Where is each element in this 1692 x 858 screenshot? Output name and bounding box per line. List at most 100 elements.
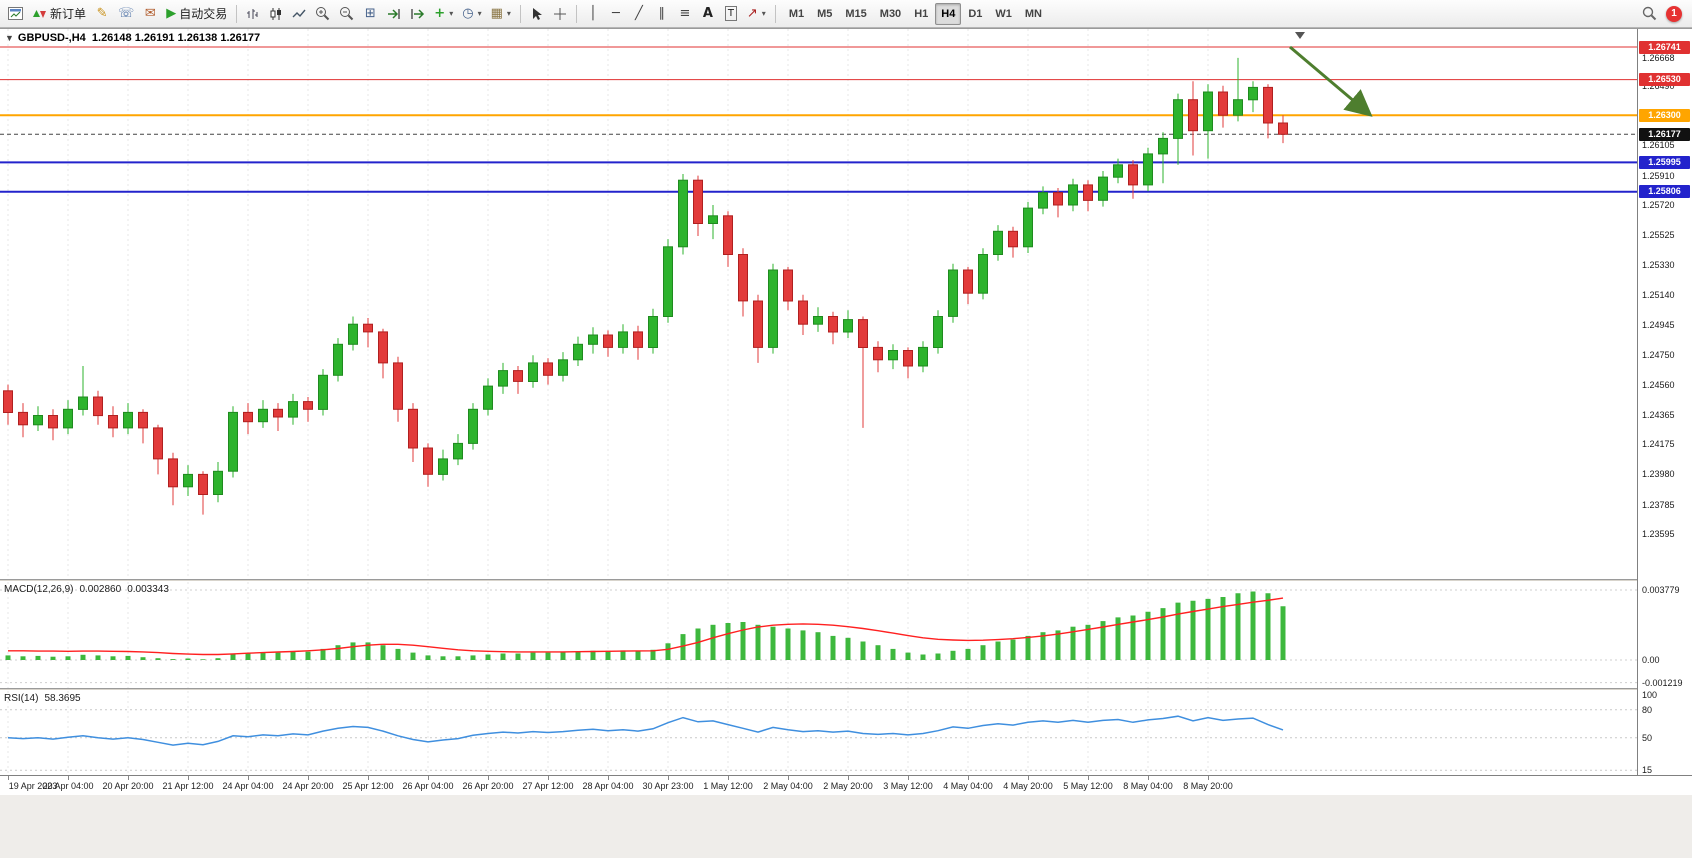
price-line-label-1.26530: 1.26530 bbox=[1639, 73, 1690, 87]
time-tick bbox=[368, 776, 369, 780]
price-tick: 1.25330 bbox=[1642, 260, 1675, 271]
edit-button[interactable]: ✎ bbox=[91, 3, 113, 25]
template-icon: ▦ bbox=[490, 6, 503, 21]
price-tick: 1.23980 bbox=[1642, 469, 1675, 480]
trendline-icon: ╱ bbox=[634, 6, 643, 21]
timeframe-button-h4[interactable]: H4 bbox=[935, 2, 962, 25]
indicators-plus-icon: + bbox=[434, 6, 446, 21]
crosshair-button[interactable] bbox=[549, 3, 571, 25]
time-label: 20 Apr 04:00 bbox=[42, 781, 94, 791]
time-axis[interactable]: 19 Apr 2023 20 Apr 04:00 20 Apr 20:00 21 Ap… bbox=[0, 775, 1692, 795]
time-label: 3 May 12:00 bbox=[883, 781, 933, 791]
trend-arrow[interactable] bbox=[1289, 45, 1373, 117]
price-tick: 1.24945 bbox=[1642, 320, 1675, 330]
price-tick: 1.25525 bbox=[1642, 230, 1675, 241]
time-tick bbox=[728, 776, 729, 780]
tile-windows-icon: ⊞ bbox=[364, 6, 376, 21]
bar-chart-button[interactable] bbox=[242, 3, 264, 25]
time-tick bbox=[668, 776, 669, 780]
rsi-axis-label: 50 bbox=[1642, 732, 1653, 743]
chevron-down-icon: ▾ bbox=[477, 9, 482, 18]
periods-button[interactable]: ◷ ▾ bbox=[458, 3, 485, 25]
horizontal-line-button[interactable]: ─ bbox=[605, 3, 627, 25]
time-tick bbox=[128, 776, 129, 780]
channel-button[interactable]: ∥ bbox=[651, 3, 673, 25]
timeframe-button-m15[interactable]: M15 bbox=[839, 3, 872, 25]
zoom-out-button[interactable] bbox=[335, 3, 358, 25]
one-click-trading-toggle[interactable]: ▼ bbox=[5, 33, 14, 43]
chart-shift-button[interactable] bbox=[406, 3, 429, 25]
macd-panel[interactable]: MACD(12,26,9) 0.002860 0.003343 bbox=[0, 582, 1637, 688]
price-axis[interactable]: 1.266681.264901.261051.259101.257201.255… bbox=[1637, 29, 1692, 775]
text-label-button[interactable]: T bbox=[720, 3, 742, 25]
time-tick bbox=[548, 776, 549, 780]
new-chart-icon bbox=[8, 7, 23, 20]
rsi-axis-label: 15 bbox=[1642, 765, 1653, 776]
text-icon: A bbox=[702, 6, 713, 21]
line-chart-button[interactable] bbox=[288, 3, 310, 25]
time-tick bbox=[308, 776, 309, 780]
current-price-label: 1.26177 bbox=[1639, 127, 1690, 141]
price-line-label-1.25995: 1.25995 bbox=[1639, 155, 1690, 169]
notification-badge[interactable]: 1 bbox=[1666, 5, 1682, 22]
time-label: 28 Apr 04:00 bbox=[582, 781, 634, 791]
support-button[interactable]: ☏ bbox=[114, 3, 138, 25]
trendline-button[interactable]: ╱ bbox=[628, 3, 650, 25]
toolbar-right: 1 bbox=[1642, 5, 1688, 22]
text-button[interactable]: A bbox=[697, 3, 719, 25]
time-tick bbox=[488, 776, 489, 780]
main-chart-plot[interactable] bbox=[0, 29, 1637, 579]
timeframe-button-m30[interactable]: M30 bbox=[874, 3, 907, 25]
timeframe-button-mn[interactable]: MN bbox=[1019, 3, 1048, 25]
play-icon: ▶ bbox=[166, 6, 177, 21]
new-order-button[interactable]: 新订单 bbox=[28, 3, 90, 25]
cursor-icon bbox=[533, 7, 543, 20]
time-tick bbox=[1028, 776, 1029, 780]
timeframe-button-d1[interactable]: D1 bbox=[962, 3, 988, 25]
mail-button[interactable]: ✉ bbox=[139, 3, 161, 25]
toolbar-separator bbox=[774, 4, 776, 23]
cursor-button[interactable] bbox=[526, 3, 548, 25]
templates-button[interactable]: ▦ ▾ bbox=[487, 3, 515, 25]
panel-separator[interactable] bbox=[0, 579, 1692, 582]
new-order-icon bbox=[33, 9, 46, 18]
time-tick bbox=[428, 776, 429, 780]
vertical-line-button[interactable]: │ bbox=[582, 3, 604, 25]
autotrading-label: 自动交易 bbox=[179, 7, 228, 21]
rsi-axis-label: 80 bbox=[1642, 704, 1653, 715]
zoom-in-button[interactable] bbox=[311, 3, 334, 25]
arrows-button[interactable]: ↗ ▾ bbox=[743, 3, 770, 25]
candlestick-chart-button[interactable] bbox=[265, 3, 287, 25]
toolbar-separator bbox=[236, 4, 238, 23]
tile-windows-button[interactable]: ⊞ bbox=[359, 3, 381, 25]
chart-window: ▼ GBPUSD-,H4 1.26148 1.26191 1.26138 1.26… bbox=[0, 28, 1692, 795]
rsi-label: RSI(14) 58.3695 bbox=[4, 693, 87, 704]
timeframe-button-w1[interactable]: W1 bbox=[989, 3, 1018, 25]
rsi-panel[interactable]: RSI(14) 58.3695 bbox=[0, 691, 1637, 775]
time-tick bbox=[248, 776, 249, 780]
timeframe-button-m1[interactable]: M1 bbox=[783, 3, 810, 25]
fibonacci-button[interactable]: ≡ bbox=[674, 3, 696, 25]
time-label: 26 Apr 04:00 bbox=[402, 781, 454, 791]
new-chart-button[interactable] bbox=[4, 3, 27, 25]
chevron-down-icon: ▾ bbox=[506, 9, 511, 18]
search-icon[interactable] bbox=[1642, 6, 1657, 21]
rsi-line bbox=[7, 715, 1284, 746]
time-label: 20 Apr 20:00 bbox=[102, 781, 154, 791]
timeframe-button-m5[interactable]: M5 bbox=[811, 3, 838, 25]
arrows-icon: ↗ bbox=[746, 6, 758, 21]
price-tick: 1.24560 bbox=[1642, 379, 1675, 390]
phone-icon: ☏ bbox=[118, 6, 135, 21]
time-label: 8 May 04:00 bbox=[1123, 781, 1173, 791]
indicators-button[interactable]: + ▾ bbox=[430, 3, 457, 25]
panel-separator[interactable] bbox=[0, 688, 1692, 691]
time-tick bbox=[968, 776, 969, 780]
autotrading-button[interactable]: ▶ 自动交易 bbox=[162, 3, 231, 25]
time-label: 24 Apr 04:00 bbox=[222, 781, 274, 791]
auto-scroll-button[interactable] bbox=[382, 3, 405, 25]
price-line-label-1.25806: 1.25806 bbox=[1639, 185, 1690, 199]
time-tick bbox=[8, 776, 9, 780]
bar-chart-icon bbox=[247, 8, 258, 19]
chart-shift-marker[interactable] bbox=[1295, 32, 1305, 39]
timeframe-button-h1[interactable]: H1 bbox=[908, 3, 934, 25]
